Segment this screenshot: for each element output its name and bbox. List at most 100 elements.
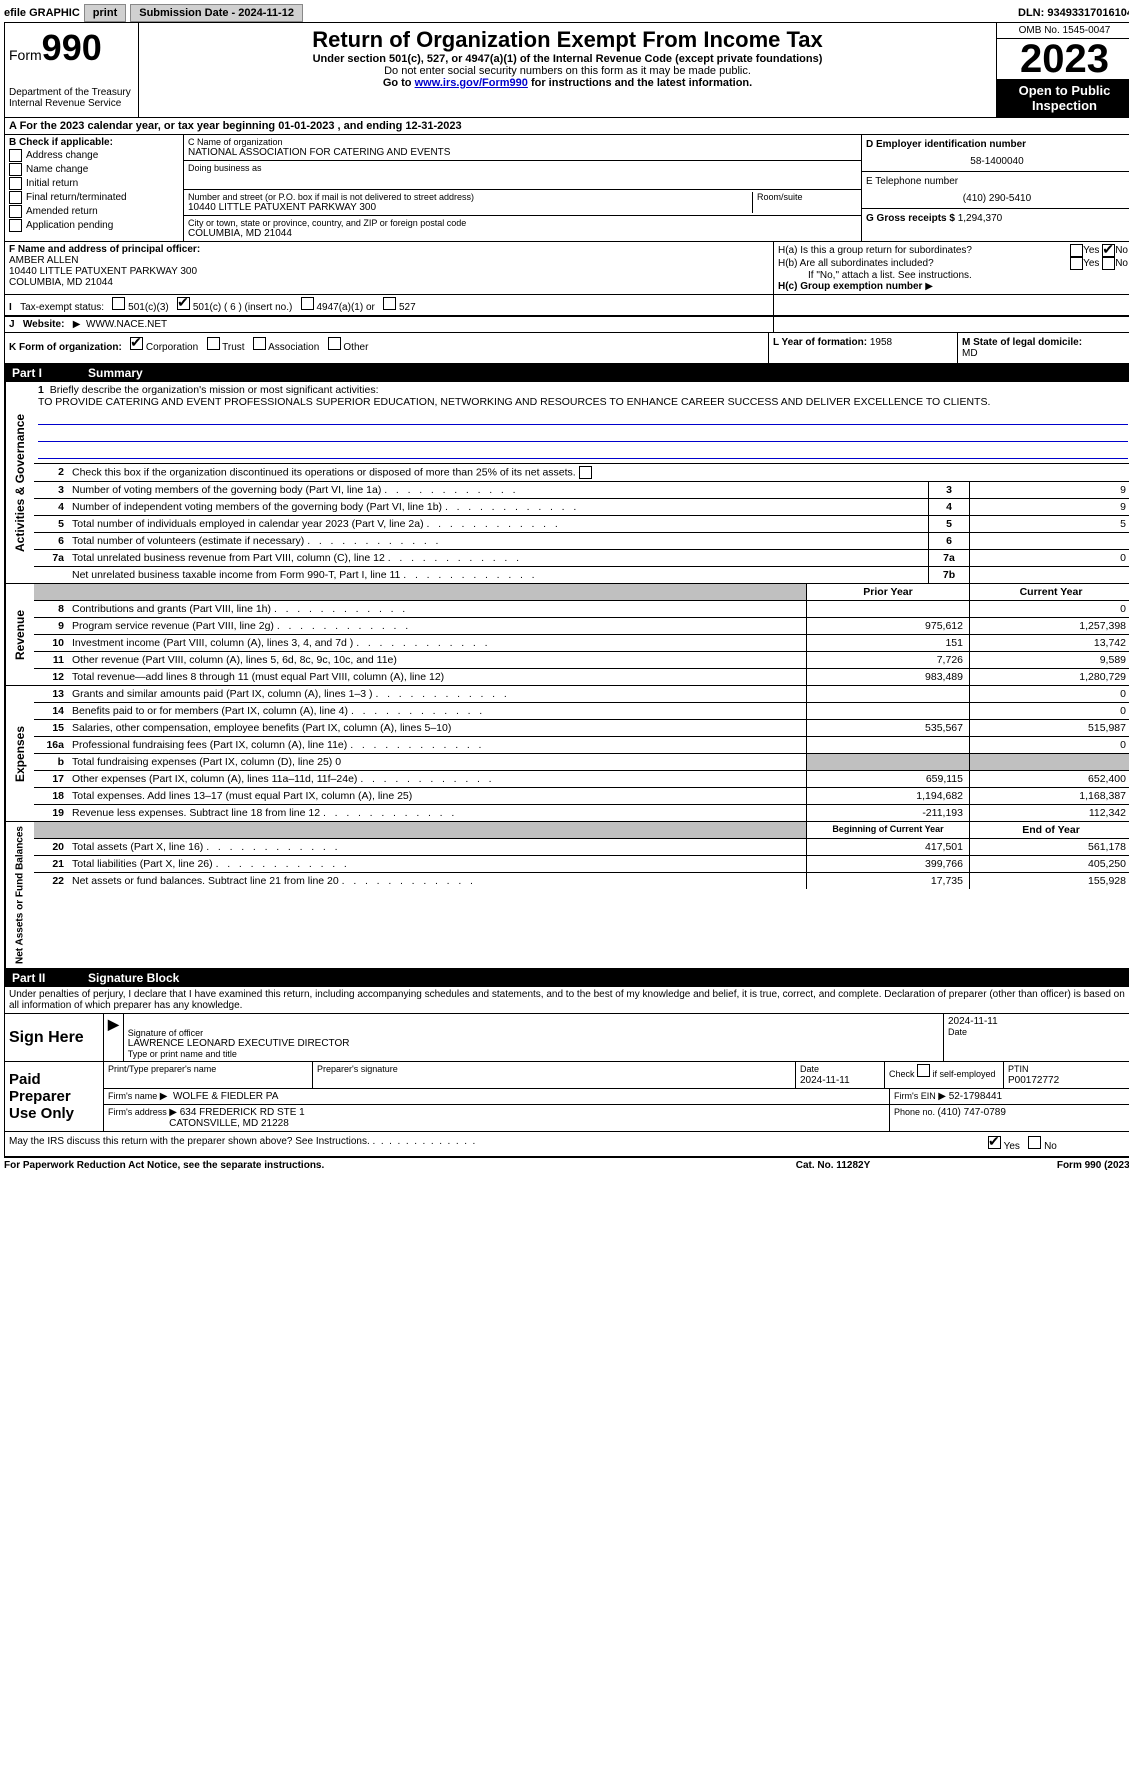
firm-addr1: 634 FREDERICK RD STE 1 [180, 1107, 305, 1118]
val-l22p: 17,735 [806, 873, 969, 889]
room-label: Room/suite [757, 192, 857, 202]
checkbox-self-employed[interactable] [917, 1064, 930, 1077]
row-i-j: I Tax-exempt status: 501(c)(3) 501(c) ( … [4, 295, 1129, 317]
org-name-label: C Name of organization [188, 137, 857, 147]
city-value: COLUMBIA, MD 21044 [188, 228, 857, 239]
street-value: 10440 LITTLE PATUXENT PARKWAY 300 [188, 202, 748, 213]
checkbox-ha-no[interactable] [1102, 244, 1115, 257]
checkbox-name-change[interactable] [9, 163, 22, 176]
footer-form: Form 990 (2023) [933, 1160, 1129, 1171]
ein-value: 58-1400040 [866, 156, 1128, 167]
dln-label: DLN: 93493317016104 [1018, 7, 1129, 19]
section-bcd: B Check if applicable: Address change Na… [4, 135, 1129, 242]
val-l9p: 975,612 [806, 618, 969, 634]
checkbox-assoc[interactable] [253, 337, 266, 350]
val-l18c: 1,168,387 [969, 788, 1129, 804]
checkbox-amended-return[interactable] [9, 205, 22, 218]
val-l18p: 1,194,682 [806, 788, 969, 804]
ein-label: D Employer identification number [866, 139, 1128, 150]
col-b-header: B Check if applicable: [9, 137, 179, 148]
officer-label: F Name and address of principal officer: [9, 244, 769, 255]
prep-date: 2024-11-11 [800, 1075, 850, 1086]
footer: For Paperwork Reduction Act Notice, see … [4, 1157, 1129, 1173]
footer-catno: Cat. No. 11282Y [733, 1160, 933, 1171]
subtitle-2: Do not enter social security numbers on … [147, 65, 988, 77]
checkbox-application-pending[interactable] [9, 219, 22, 232]
val-l8c: 0 [969, 601, 1129, 617]
checkbox-initial-return[interactable] [9, 177, 22, 190]
checkbox-other[interactable] [328, 337, 341, 350]
val-l17c: 652,400 [969, 771, 1129, 787]
form-header: Form990 Department of the Treasury Inter… [4, 22, 1129, 118]
val-l19p: -211,193 [806, 805, 969, 821]
sign-date: 2024-11-11 [948, 1016, 1128, 1027]
discuss-row: May the IRS discuss this return with the… [4, 1132, 1129, 1157]
irs-link[interactable]: www.irs.gov/Form990 [415, 77, 528, 89]
checkbox-hb-no[interactable] [1102, 257, 1115, 270]
hc-label: H(c) Group exemption number ▶ [778, 281, 1128, 292]
submission-date-button[interactable]: Submission Date - 2024-11-12 [130, 4, 303, 22]
subtitle-3: Go to www.irs.gov/Form990 for instructio… [147, 77, 988, 89]
tax-year: 2023 [997, 39, 1129, 79]
val-l3: 9 [969, 482, 1129, 498]
val-l21p: 399,766 [806, 856, 969, 872]
print-button[interactable]: print [84, 4, 126, 22]
checkbox-4947[interactable] [301, 297, 314, 310]
checkbox-527[interactable] [383, 297, 396, 310]
val-l12p: 983,489 [806, 669, 969, 685]
checkbox-ha-yes[interactable] [1070, 244, 1083, 257]
dept-treasury: Department of the Treasury [9, 87, 134, 98]
checkbox-discuss-no[interactable] [1028, 1136, 1041, 1149]
street-label: Number and street (or P.O. box if mail i… [188, 192, 748, 202]
side-net-assets: Net Assets or Fund Balances [5, 822, 34, 968]
val-l20c: 561,178 [969, 839, 1129, 855]
officer-name: AMBER ALLEN [9, 255, 769, 266]
phone-label: E Telephone number [866, 176, 1128, 187]
val-l15c: 515,987 [969, 720, 1129, 736]
section-expenses: Expenses 13Grants and similar amounts pa… [4, 686, 1129, 822]
paid-preparer-section: Paid Preparer Use Only Print/Type prepar… [4, 1062, 1129, 1132]
val-l14c: 0 [969, 703, 1129, 719]
firm-name: WOLFE & FIEDLER PA [173, 1091, 278, 1102]
state-domicile: MD [962, 348, 978, 359]
dba-label: Doing business as [188, 163, 857, 173]
val-l5: 5 [969, 516, 1129, 532]
sign-here-label: Sign Here [5, 1014, 104, 1061]
val-l6 [969, 533, 1129, 549]
irs-label: Internal Revenue Service [9, 98, 134, 109]
ha-label: H(a) Is this a group return for subordin… [778, 245, 1070, 256]
part2-header: Part IISignature Block [4, 969, 1129, 987]
checkbox-hb-yes[interactable] [1070, 257, 1083, 270]
side-revenue: Revenue [5, 584, 34, 685]
city-label: City or town, state or province, country… [188, 218, 857, 228]
val-l11p: 7,726 [806, 652, 969, 668]
row-k: K Form of organization: Corporation Trus… [4, 333, 1129, 364]
checkbox-final-return[interactable] [9, 191, 22, 204]
section-governance: Activities & Governance 1 Briefly descri… [4, 382, 1129, 584]
val-l9c: 1,257,398 [969, 618, 1129, 634]
val-l10c: 13,742 [969, 635, 1129, 651]
val-l20p: 417,501 [806, 839, 969, 855]
firm-phone: (410) 747-0789 [938, 1107, 1006, 1118]
val-l10p: 151 [806, 635, 969, 651]
checkbox-501c[interactable] [177, 297, 190, 310]
gross-receipts-label: G Gross receipts $ [866, 213, 958, 224]
part1-header: Part ISummary [4, 364, 1129, 382]
year-formation: 1958 [870, 337, 892, 348]
val-l16ac: 0 [969, 737, 1129, 753]
hb-note: If "No," attach a list. See instructions… [778, 270, 1128, 281]
checkbox-501c3[interactable] [112, 297, 125, 310]
checkbox-discuss-yes[interactable] [988, 1136, 1001, 1149]
checkbox-discontinued[interactable] [579, 466, 592, 479]
checkbox-address-change[interactable] [9, 149, 22, 162]
val-l15p: 535,567 [806, 720, 969, 736]
firm-ein: 52-1798441 [949, 1091, 1002, 1102]
form-number: 990 [42, 27, 102, 68]
checkbox-trust[interactable] [207, 337, 220, 350]
ptin: P00172772 [1008, 1075, 1059, 1086]
val-l7a: 0 [969, 550, 1129, 566]
val-l21c: 405,250 [969, 856, 1129, 872]
checkbox-corp[interactable] [130, 337, 143, 350]
officer-street: 10440 LITTLE PATUXENT PARKWAY 300 [9, 266, 769, 277]
hb-label: H(b) Are all subordinates included? [778, 258, 1070, 269]
